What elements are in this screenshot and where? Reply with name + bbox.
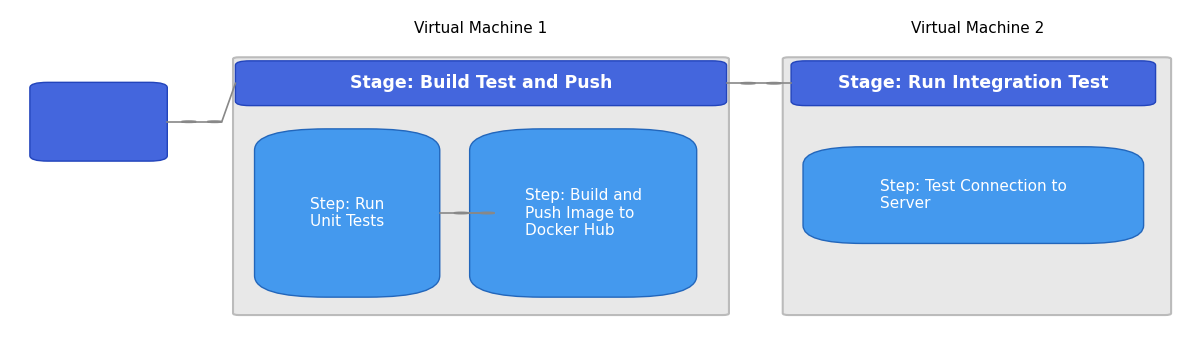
FancyBboxPatch shape <box>235 61 727 106</box>
FancyBboxPatch shape <box>783 57 1171 315</box>
FancyBboxPatch shape <box>803 147 1144 243</box>
Ellipse shape <box>741 83 755 84</box>
FancyBboxPatch shape <box>470 129 697 297</box>
Text: Step: Run
Unit Tests: Step: Run Unit Tests <box>310 197 385 229</box>
FancyBboxPatch shape <box>791 61 1156 106</box>
Ellipse shape <box>480 212 495 214</box>
Text: Virtual Machine 2: Virtual Machine 2 <box>911 21 1044 36</box>
Ellipse shape <box>767 83 782 84</box>
FancyBboxPatch shape <box>255 129 440 297</box>
Ellipse shape <box>182 121 196 122</box>
Text: Step: Test Connection to
Server: Step: Test Connection to Server <box>880 179 1067 211</box>
FancyBboxPatch shape <box>30 82 167 161</box>
Ellipse shape <box>454 212 468 214</box>
Text: Virtual Machine 1: Virtual Machine 1 <box>415 21 547 36</box>
Text: CI Pipeline: CI Pipeline <box>53 114 145 129</box>
Text: Stage: Run Integration Test: Stage: Run Integration Test <box>838 74 1109 92</box>
Text: Step: Build and
Push Image to
Docker Hub: Step: Build and Push Image to Docker Hub <box>525 188 642 238</box>
Ellipse shape <box>208 121 222 122</box>
FancyBboxPatch shape <box>233 57 729 315</box>
Text: Stage: Build Test and Push: Stage: Build Test and Push <box>350 74 612 92</box>
